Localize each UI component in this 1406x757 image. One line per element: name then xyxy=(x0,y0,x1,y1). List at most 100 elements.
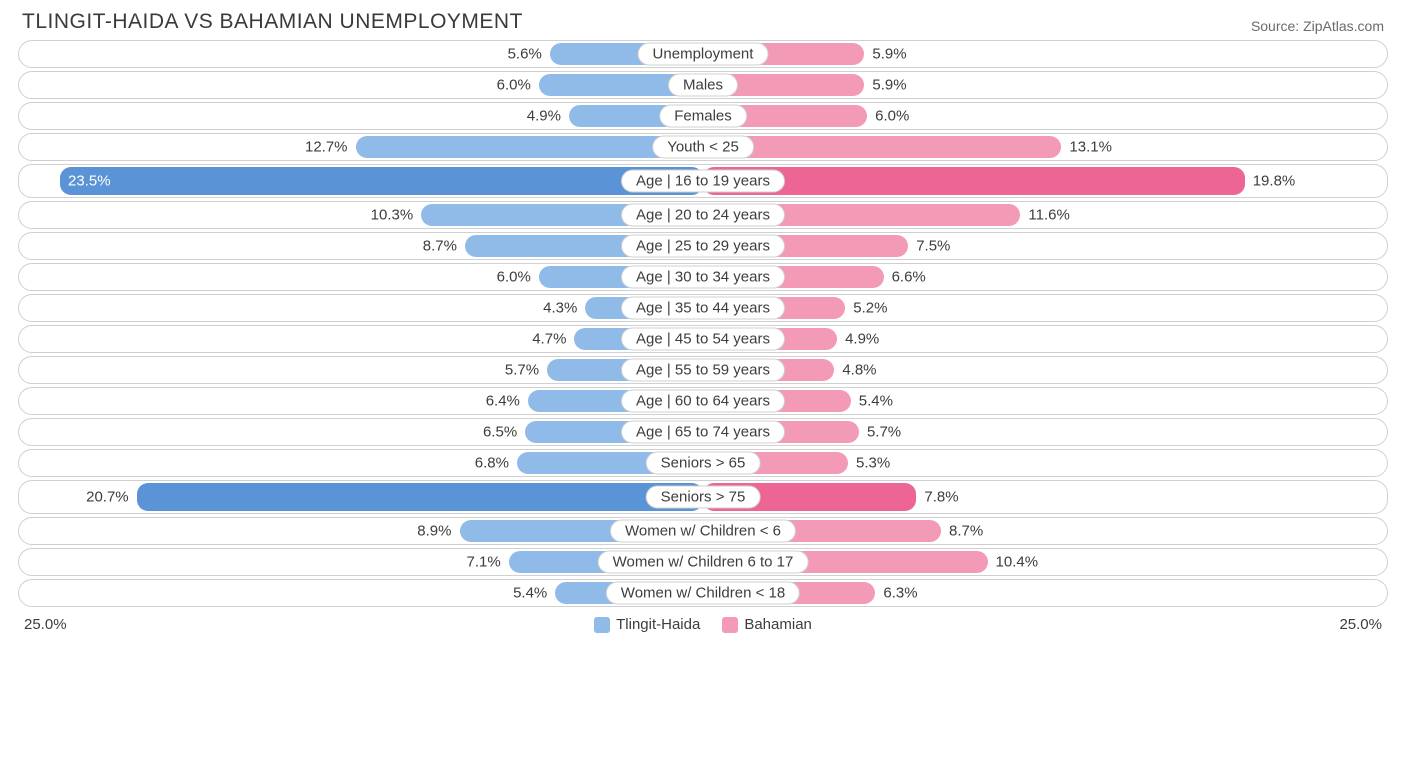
chart-row: 5.7%4.8%Age | 55 to 59 years xyxy=(18,356,1388,384)
legend-label-right: Bahamian xyxy=(744,616,812,633)
category-label: Age | 20 to 24 years xyxy=(621,204,785,227)
chart-half-left: 8.9% xyxy=(19,518,703,544)
chart-row: 12.7%13.1%Youth < 25 xyxy=(18,133,1388,161)
value-left: 5.4% xyxy=(513,585,547,602)
chart-half-left: 5.7% xyxy=(19,357,703,383)
category-label: Age | 60 to 64 years xyxy=(621,390,785,413)
chart-row: 4.7% 4.9% Age | 45 to 54 years xyxy=(18,325,1388,353)
chart-row: 8.9% 8.7% Women w/ Children < 6 xyxy=(18,517,1388,545)
value-right: 10.4% xyxy=(996,554,1039,571)
value-left: 10.3% xyxy=(371,207,414,224)
chart-row: 8.7% 7.5% Age | 25 to 29 years xyxy=(18,232,1388,260)
value-right: 5.4% xyxy=(859,393,893,410)
chart-row: 5.6% 5.9% Unemployment xyxy=(18,40,1388,68)
header: TLINGIT-HAIDA VS BAHAMIAN UNEMPLOYMENT S… xyxy=(18,10,1388,40)
source-attribution: Source: ZipAtlas.com xyxy=(1251,18,1384,34)
value-right: 6.0% xyxy=(875,108,909,125)
value-right: 7.5% xyxy=(916,238,950,255)
value-right: 6.3% xyxy=(883,585,917,602)
category-label: Age | 65 to 74 years xyxy=(621,421,785,444)
value-left: 4.9% xyxy=(527,108,561,125)
bar-left: 23.5% xyxy=(60,167,703,195)
chart-half-right: 5.2% xyxy=(703,295,1387,321)
value-right: 5.9% xyxy=(872,77,906,94)
chart-half-right: 4.9% xyxy=(703,326,1387,352)
diverging-bar-chart: 5.6% 5.9% Unemployment 6.0% 5.9% Males 4.9% 6.0… xyxy=(18,40,1388,607)
value-left: 6.8% xyxy=(475,455,509,472)
chart-footer: 25.0% Tlingit-Haida Bahamian 25.0% xyxy=(18,610,1388,633)
category-label: Age | 25 to 29 years xyxy=(621,235,785,258)
value-left: 4.7% xyxy=(532,331,566,348)
value-right: 4.9% xyxy=(845,331,879,348)
value-right: 8.7% xyxy=(949,523,983,540)
chart-half-left: 23.5% xyxy=(19,165,703,197)
chart-half-right: 5.7% xyxy=(703,419,1387,445)
value-left: 5.6% xyxy=(508,46,542,63)
chart-half-right: 5.9% xyxy=(703,41,1387,67)
value-left: 5.7% xyxy=(505,362,539,379)
value-left: 7.1% xyxy=(467,554,501,571)
chart-row: 7.1%10.4%Women w/ Children 6 to 17 xyxy=(18,548,1388,576)
category-label: Women w/ Children < 6 xyxy=(610,520,796,543)
chart-row: 6.0%6.6%Age | 30 to 34 years xyxy=(18,263,1388,291)
category-label: Seniors > 75 xyxy=(646,486,761,509)
chart-row: 5.4%6.3%Women w/ Children < 18 xyxy=(18,579,1388,607)
legend-swatch-left xyxy=(594,617,610,633)
chart-row: 20.7% 7.8% Seniors > 75 xyxy=(18,480,1388,514)
chart-half-left: 20.7% xyxy=(19,481,703,513)
category-label: Age | 45 to 54 years xyxy=(621,328,785,351)
chart-half-left: 6.0% xyxy=(19,264,703,290)
chart-half-left: 4.7% xyxy=(19,326,703,352)
value-right: 5.7% xyxy=(867,424,901,441)
chart-half-right: 5.9% xyxy=(703,72,1387,98)
chart-half-right: 5.4% xyxy=(703,388,1387,414)
chart-row: 6.8%5.3%Seniors > 65 xyxy=(18,449,1388,477)
value-right: 5.2% xyxy=(853,300,887,317)
chart-row: 4.3% 5.2% Age | 35 to 44 years xyxy=(18,294,1388,322)
value-right: 5.3% xyxy=(856,455,890,472)
value-left: 12.7% xyxy=(305,139,348,156)
chart-half-right: 6.6% xyxy=(703,264,1387,290)
value-left: 8.9% xyxy=(417,523,451,540)
chart-half-right: 7.8% xyxy=(703,481,1387,513)
chart-half-right: 19.8% xyxy=(703,165,1387,197)
value-left: 6.4% xyxy=(486,393,520,410)
value-left: 4.3% xyxy=(543,300,577,317)
category-label: Age | 55 to 59 years xyxy=(621,359,785,382)
chart-half-left: 5.4% xyxy=(19,580,703,606)
category-label: Males xyxy=(668,74,738,97)
bar-right xyxy=(703,136,1061,158)
value-left: 8.7% xyxy=(423,238,457,255)
chart-row: 6.4% 5.4% Age | 60 to 64 years xyxy=(18,387,1388,415)
bar-left xyxy=(356,136,703,158)
chart-row: 6.5% 5.7% Age | 65 to 74 years xyxy=(18,418,1388,446)
chart-half-left: 6.4% xyxy=(19,388,703,414)
chart-row: 6.0% 5.9% Males xyxy=(18,71,1388,99)
chart-half-left: 12.7% xyxy=(19,134,703,160)
legend: Tlingit-Haida Bahamian xyxy=(594,616,812,633)
legend-item-right: Bahamian xyxy=(722,616,812,633)
chart-half-left: 5.6% xyxy=(19,41,703,67)
category-label: Age | 30 to 34 years xyxy=(621,266,785,289)
value-right: 7.8% xyxy=(924,489,958,506)
bar-left xyxy=(137,483,703,511)
value-right: 11.6% xyxy=(1028,207,1069,224)
chart-row: 10.3% 11.6% Age | 20 to 24 years xyxy=(18,201,1388,229)
category-label: Age | 35 to 44 years xyxy=(621,297,785,320)
value-right: 5.9% xyxy=(872,46,906,63)
axis-max-right: 25.0% xyxy=(1339,616,1382,633)
chart-half-right: 5.3% xyxy=(703,450,1387,476)
chart-half-left: 4.9% xyxy=(19,103,703,129)
value-left: 6.0% xyxy=(497,77,531,94)
page: TLINGIT-HAIDA VS BAHAMIAN UNEMPLOYMENT S… xyxy=(0,0,1406,757)
value-right: 19.8% xyxy=(1253,173,1296,190)
chart-half-left: 6.5% xyxy=(19,419,703,445)
chart-row: 4.9%6.0%Females xyxy=(18,102,1388,130)
value-left: 6.5% xyxy=(483,424,517,441)
chart-half-right: 6.3% xyxy=(703,580,1387,606)
chart-half-right: 13.1% xyxy=(703,134,1387,160)
value-right: 13.1% xyxy=(1069,139,1112,156)
category-label: Unemployment xyxy=(638,43,769,66)
category-label: Age | 16 to 19 years xyxy=(621,170,785,193)
chart-half-right: 8.7% xyxy=(703,518,1387,544)
